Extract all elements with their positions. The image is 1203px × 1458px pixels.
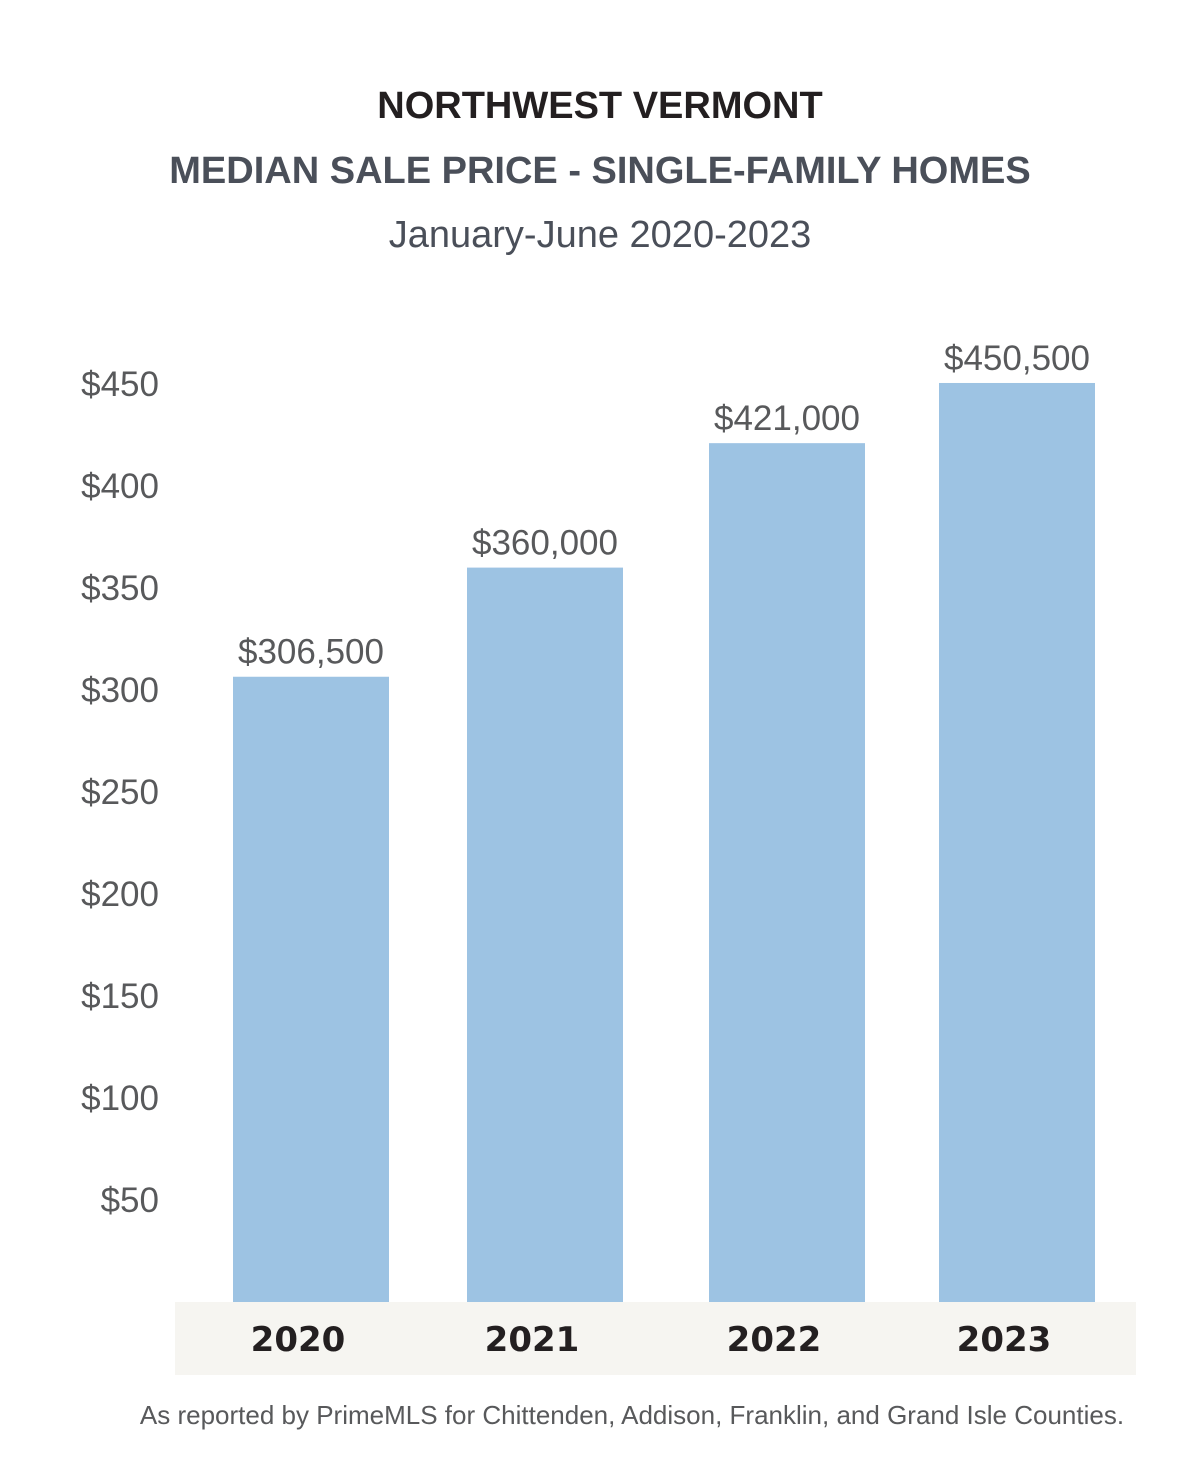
y-tick-label: $200 (81, 875, 159, 914)
y-tick-label: $50 (101, 1181, 159, 1220)
x-tick-label-2020: 2020 (251, 1320, 346, 1360)
x-axis: 2020 2021 2022 2023 (251, 1320, 1052, 1360)
data-label-2021: $360,000 (472, 524, 618, 563)
chart-title: NORTHWEST VERMONT (377, 85, 822, 127)
y-tick-label: $400 (81, 467, 159, 506)
y-tick-label: $100 (81, 1079, 159, 1118)
y-axis: $50 $100 $150 $200 $250 $300 $350 $400 $450 (81, 365, 159, 1220)
x-tick-label-2023: 2023 (957, 1320, 1052, 1360)
chart-date-range: January-June 2020-2023 (389, 214, 812, 256)
chart-subtitle: MEDIAN SALE PRICE - SINGLE-FAMILY HOMES (169, 150, 1030, 192)
y-tick-label: $250 (81, 773, 159, 812)
bar-2023 (939, 382, 1095, 1303)
bar-2020 (233, 676, 389, 1302)
x-tick-label-2022: 2022 (727, 1320, 822, 1360)
data-label-2022: $421,000 (714, 399, 860, 438)
bar-2021 (467, 567, 623, 1302)
y-tick-label: $450 (81, 365, 159, 404)
y-tick-label: $300 (81, 671, 159, 710)
data-label-2020: $306,500 (238, 633, 384, 672)
bar-2022 (709, 443, 865, 1302)
source-note: As reported by PrimeMLS for Chittenden, … (140, 1400, 1124, 1430)
x-axis-band (175, 1302, 1136, 1375)
data-labels: $306,500 $360,000 $421,000 $450,500 (238, 339, 1090, 672)
data-label-2023: $450,500 (944, 339, 1090, 378)
x-tick-label-2021: 2021 (485, 1320, 580, 1360)
y-tick-label: $150 (81, 977, 159, 1016)
y-tick-label: $350 (81, 569, 159, 608)
bars (233, 382, 1095, 1303)
